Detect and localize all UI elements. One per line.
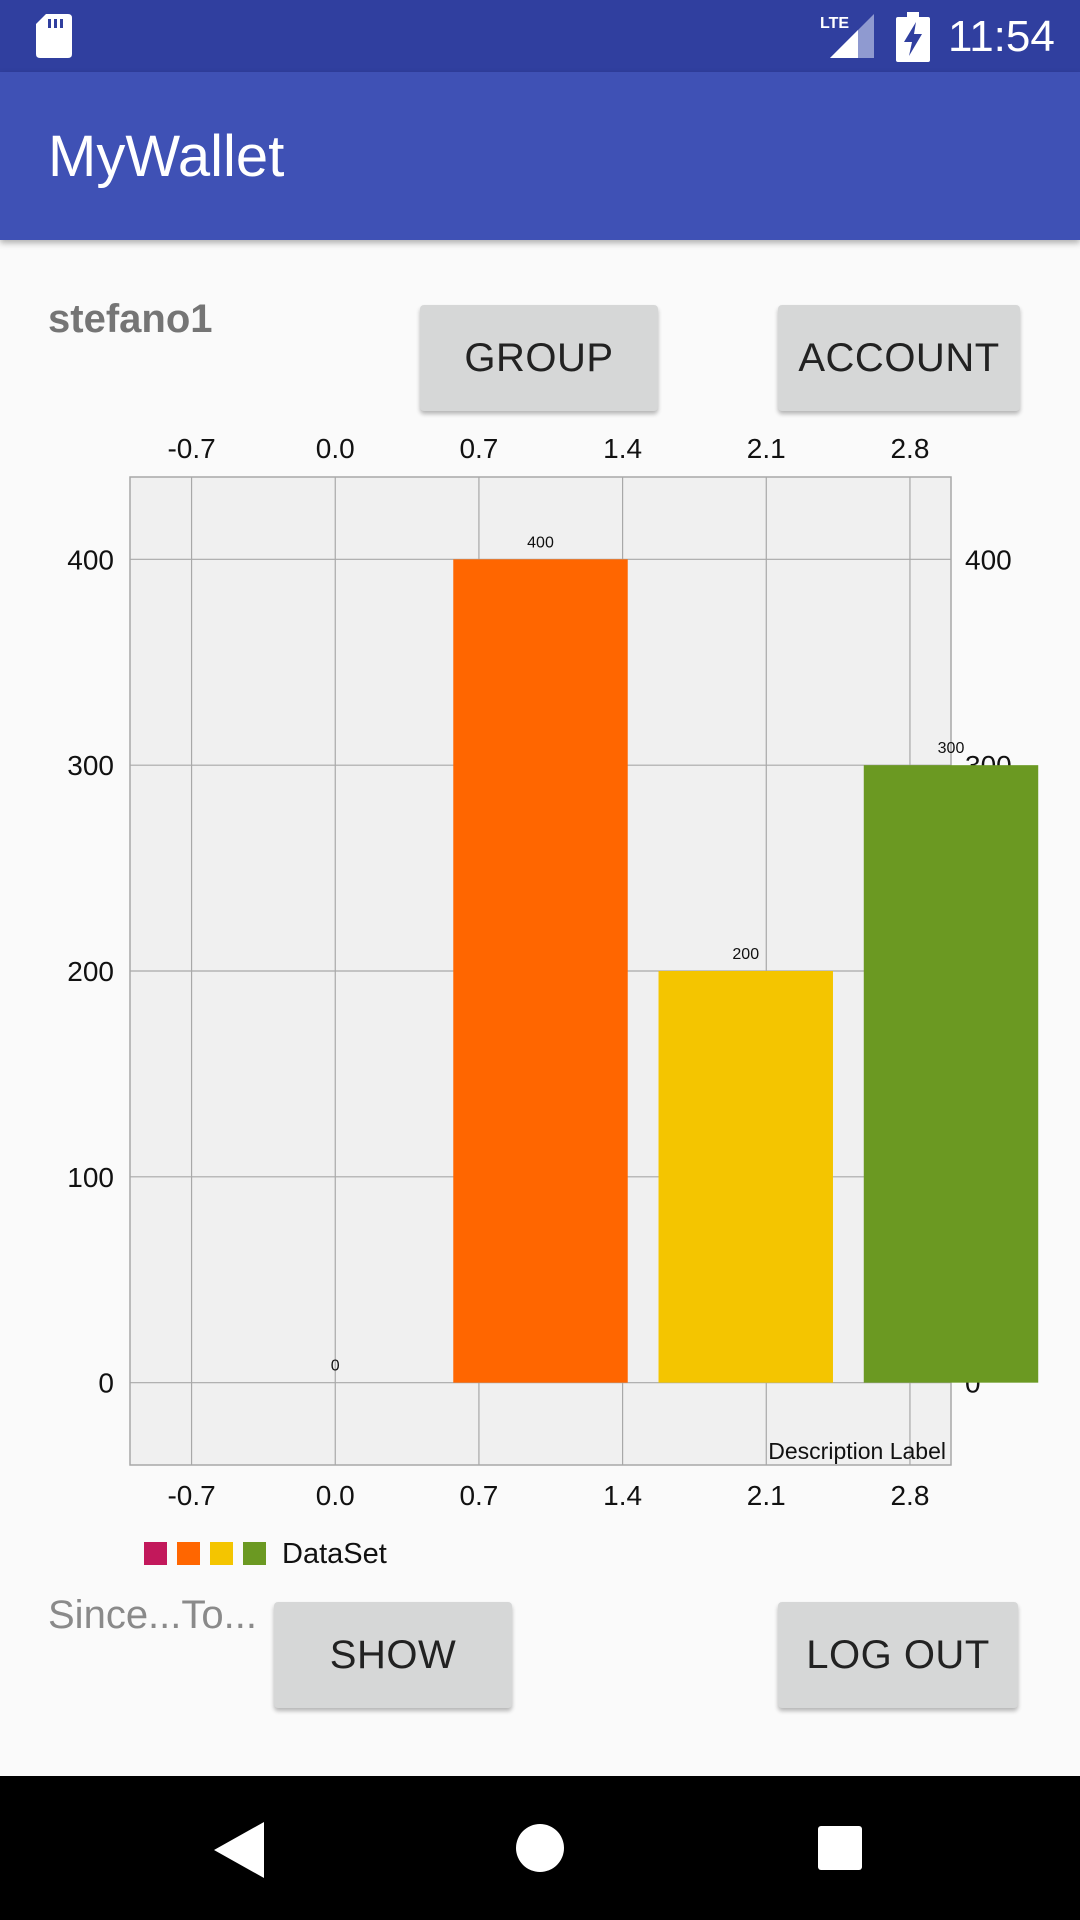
y-tick-label-left: 400 [67, 544, 114, 575]
x-tick-label-bottom: 0.7 [459, 1480, 498, 1511]
chart-description: Description Label [768, 1438, 946, 1464]
recents-icon[interactable] [818, 1826, 862, 1870]
show-button[interactable]: SHOW [274, 1602, 512, 1708]
bar [453, 559, 628, 1383]
app-title: MyWallet [48, 124, 285, 189]
y-tick-label-left: 100 [67, 1162, 114, 1193]
status-bar: LTE 11:54 [0, 0, 1080, 72]
sd-card-icon [36, 14, 72, 58]
x-tick-label-top: 1.4 [603, 433, 642, 464]
bar [863, 765, 1039, 1383]
network-type-label: LTE [820, 15, 849, 32]
battery-charging-icon [896, 12, 930, 62]
legend-swatch [177, 1542, 200, 1565]
x-tick-label-bottom: 0.0 [316, 1480, 355, 1511]
x-tick-label-bottom: 2.1 [747, 1480, 786, 1511]
bar-value-label: 300 [938, 740, 965, 757]
x-tick-label-top: 0.7 [459, 433, 498, 464]
y-tick-label-left: 200 [67, 956, 114, 987]
back-icon[interactable] [214, 1822, 264, 1878]
legend-swatch [243, 1542, 266, 1565]
group-button[interactable]: GROUP [420, 305, 658, 411]
y-tick-label-left: 300 [67, 750, 114, 781]
status-clock: 11:54 [948, 12, 1055, 61]
x-tick-label-top: 0.0 [316, 433, 355, 464]
legend-label: DataSet [282, 1538, 387, 1570]
app-bar: MyWallet [0, 72, 1080, 240]
home-icon[interactable] [516, 1824, 564, 1872]
x-tick-label-top: -0.7 [167, 433, 215, 464]
x-tick-label-bottom: -0.7 [167, 1480, 215, 1511]
bar-value-label: 0 [331, 1358, 340, 1375]
y-tick-label-left: 0 [98, 1368, 114, 1399]
x-tick-label-bottom: 1.4 [603, 1480, 642, 1511]
y-tick-label-right: 400 [965, 544, 1012, 575]
legend-swatch [210, 1542, 233, 1565]
username-label: stefano1 [48, 297, 213, 341]
logout-button[interactable]: LOG OUT [778, 1602, 1018, 1708]
bar-chart: -0.7 -0.7 0.0 0.0 0.7 0.7 1.4 1.4 2.1 2.1 2.8 2.8 0 0… [67, 433, 1039, 1570]
bar [658, 971, 833, 1383]
x-tick-label-top: 2.8 [890, 433, 929, 464]
account-button[interactable]: ACCOUNT [778, 305, 1020, 411]
bar-value-label: 200 [732, 946, 759, 963]
legend-swatch [144, 1542, 167, 1565]
bar-value-label: 400 [527, 534, 554, 551]
x-tick-label-bottom: 2.8 [890, 1480, 929, 1511]
lte-signal-icon: LTE [820, 14, 874, 58]
navigation-bar [0, 1776, 1080, 1920]
x-tick-label-top: 2.1 [747, 433, 786, 464]
date-range-hint[interactable]: Since...To... [48, 1593, 257, 1637]
